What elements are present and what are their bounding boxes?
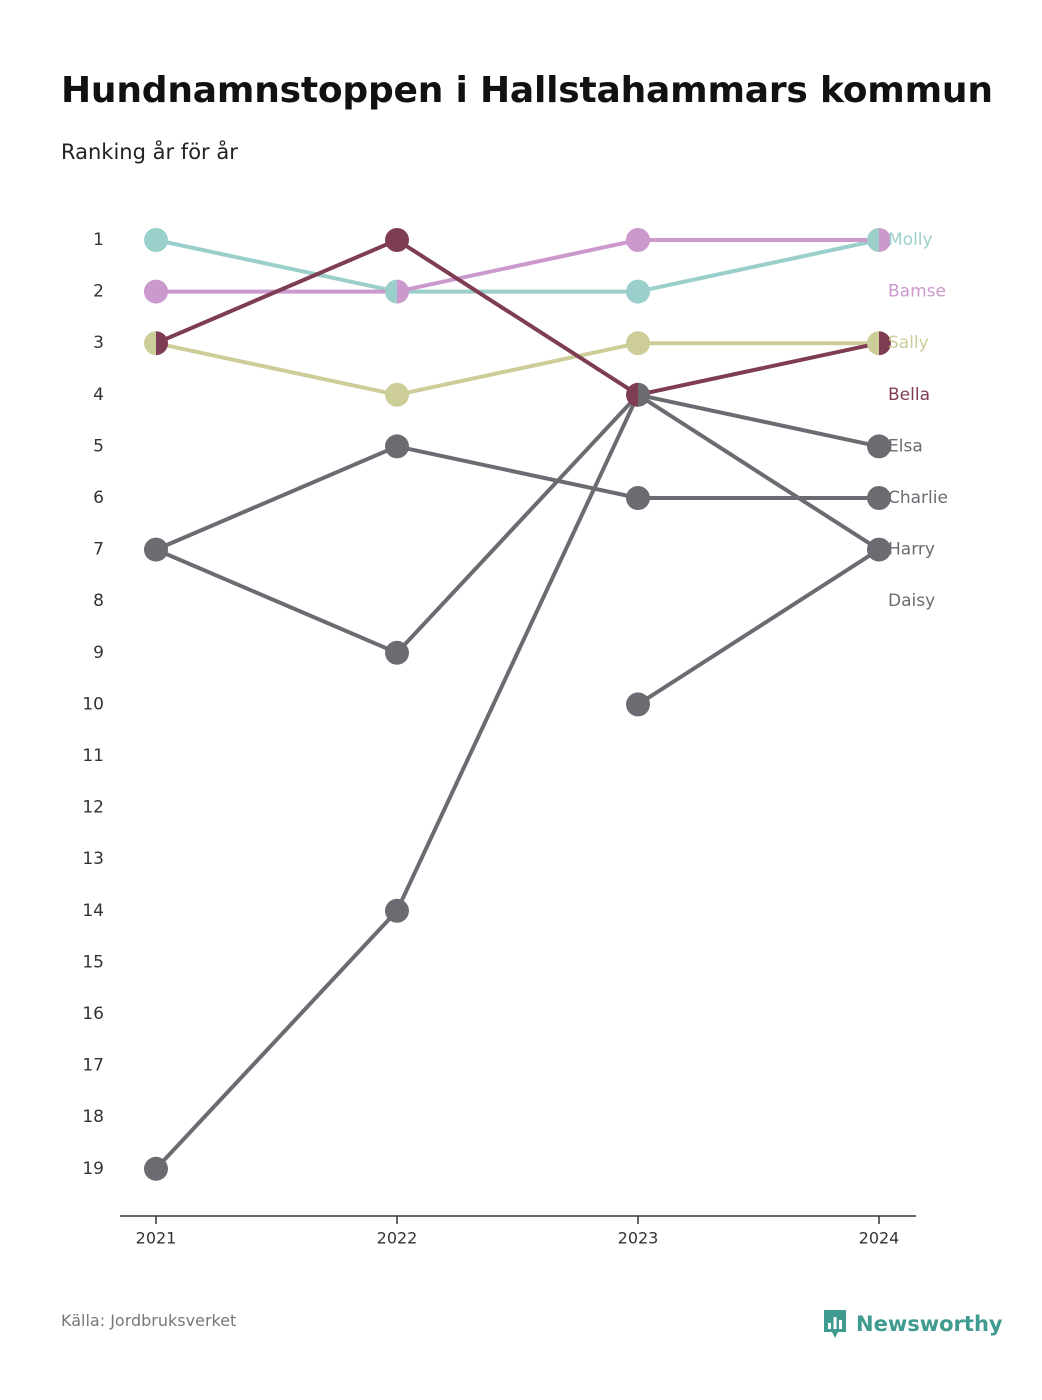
x-tick-label-2021: 2021 xyxy=(136,1229,177,1248)
y-tick-label-3: 3 xyxy=(93,333,104,353)
series-label-charlie: Charlie xyxy=(888,488,948,508)
series-line-harry xyxy=(154,392,881,655)
x-axis: 2021 2022 2023 2024 xyxy=(120,1215,916,1248)
x-tick-label-2022: 2022 xyxy=(377,1229,418,1248)
data-point-bella-2021 xyxy=(156,331,168,356)
data-point-charlie-2024 xyxy=(867,486,891,510)
series-points xyxy=(144,228,891,1181)
y-tick-label-2: 2 xyxy=(93,282,104,302)
y-tick-label-4: 4 xyxy=(93,385,104,405)
data-point-sally-2022 xyxy=(385,382,409,407)
chart-subtitle: Ranking år för år xyxy=(61,140,238,164)
y-tick-label-6: 6 xyxy=(93,488,104,508)
data-point-daisy-2024 xyxy=(879,537,891,562)
data-point-elsa-2023 xyxy=(638,382,650,407)
data-point-harry-2021 xyxy=(156,537,168,562)
series-labels: Molly Bamse Sally Bella Elsa Charlie Harry Dais… xyxy=(888,230,948,611)
series-lines xyxy=(154,238,881,1171)
data-point-molly-2022 xyxy=(385,279,397,304)
data-point-harry-2024 xyxy=(867,537,879,562)
y-tick-label-15: 15 xyxy=(82,952,104,972)
data-point-daisy-2023 xyxy=(626,692,650,717)
series-label-bella: Bella xyxy=(888,385,930,405)
y-tick-label-16: 16 xyxy=(82,1004,104,1024)
data-point-bamse-2024 xyxy=(879,228,891,252)
x-tick-label-2023: 2023 xyxy=(618,1229,659,1248)
data-point-bamse-2022 xyxy=(397,279,410,304)
y-tick-label-13: 13 xyxy=(82,849,104,869)
newsworthy-logo-icon xyxy=(824,1310,846,1338)
data-point-sally-2021 xyxy=(144,331,156,356)
data-point-bamse-2023 xyxy=(626,228,650,252)
y-tick-label-17: 17 xyxy=(82,1056,104,1076)
data-point-harry-2022 xyxy=(385,640,409,665)
series-line-sally xyxy=(154,341,881,397)
y-tick-label-10: 10 xyxy=(82,694,104,714)
series-line-bella xyxy=(154,238,881,397)
series-label-bamse: Bamse xyxy=(888,282,946,302)
y-tick-label-11: 11 xyxy=(82,746,104,766)
y-tick-label-18: 18 xyxy=(82,1107,104,1127)
data-point-elsa-2021 xyxy=(144,1156,168,1181)
data-point-molly-2023 xyxy=(626,279,650,304)
series-line-bamse xyxy=(154,238,881,294)
y-tick-label-9: 9 xyxy=(93,643,104,663)
y-tick-label-1: 1 xyxy=(93,230,104,250)
y-tick-label-8: 8 xyxy=(93,591,104,611)
brand-name: Newsworthy xyxy=(856,1312,1003,1336)
series-line-elsa xyxy=(154,392,881,1171)
data-point-elsa-2022 xyxy=(385,898,409,923)
y-tick-label-14: 14 xyxy=(82,901,104,921)
y-tick-label-5: 5 xyxy=(93,436,104,456)
data-point-elsa-2024 xyxy=(867,434,891,459)
series-label-harry: Harry xyxy=(888,540,935,560)
chart-title: Hundnamnstoppen i Hallstahammars kommun xyxy=(61,70,993,111)
data-point-charlie-2021 xyxy=(144,537,156,562)
series-line-charlie xyxy=(154,444,881,552)
y-tick-label-12: 12 xyxy=(82,798,104,818)
data-point-sally-2023 xyxy=(626,331,650,356)
series-label-sally: Sally xyxy=(888,333,929,353)
data-point-bella-2023 xyxy=(626,382,638,407)
data-point-bella-2022 xyxy=(385,228,409,252)
data-point-charlie-2023 xyxy=(626,486,650,510)
data-point-charlie-2022 xyxy=(385,434,409,459)
y-tick-label-19: 19 xyxy=(82,1159,104,1179)
data-point-molly-2021 xyxy=(144,228,168,252)
y-tick-label-7: 7 xyxy=(93,540,104,560)
brand-logo: Newsworthy xyxy=(822,1306,1003,1342)
data-point-molly-2024 xyxy=(867,228,879,252)
series-line-daisy xyxy=(636,547,881,707)
data-point-sally-2024 xyxy=(867,331,879,356)
series-label-elsa: Elsa xyxy=(888,436,923,456)
data-point-bella-2024 xyxy=(879,331,891,356)
source-note: Källa: Jordbruksverket xyxy=(61,1311,237,1330)
series-label-daisy: Daisy xyxy=(888,591,935,611)
data-point-bamse-2021 xyxy=(144,279,168,304)
x-tick-label-2024: 2024 xyxy=(859,1229,900,1248)
series-label-molly: Molly xyxy=(888,230,933,250)
series-line-molly xyxy=(154,238,881,294)
